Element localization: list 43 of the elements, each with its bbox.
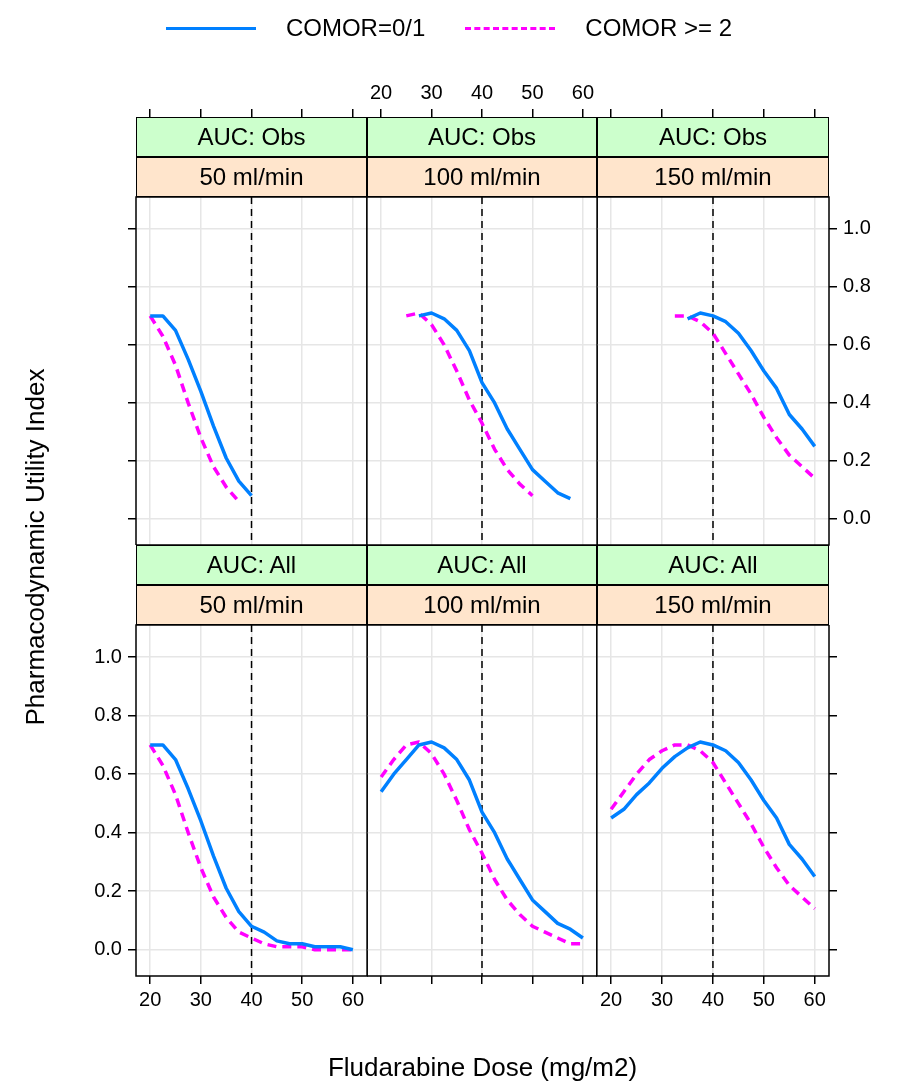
chart-title: AUC: Obs (367, 117, 597, 157)
x-tick-label: 50 (521, 80, 544, 103)
chart-subtitle: 100 ml/min (367, 157, 597, 197)
x-tick-label: 30 (650, 987, 674, 1010)
chart-title: AUC: Obs (136, 117, 367, 157)
x-tick-label: 40 (240, 987, 263, 1010)
y-axis-title: Pharmacodynamic Utility Index (20, 367, 51, 727)
x-tick-label: 30 (420, 80, 443, 103)
chart-title: AUC: All (597, 545, 829, 585)
chart-subtitle: 50 ml/min (136, 585, 367, 625)
x-tick-label: 60 (341, 987, 364, 1010)
x-tick-label: 40 (470, 80, 494, 103)
chart-subtitle: 150 ml/min (597, 585, 829, 625)
y-tick-label: 1.0 (843, 216, 871, 239)
chart-subtitle: 50 ml/min (136, 157, 367, 197)
x-tick-label: 60 (571, 80, 594, 103)
chart-title: AUC: All (136, 545, 367, 585)
x-tick-label: 30 (189, 987, 212, 1010)
x-tick-label: 20 (139, 987, 162, 1010)
x-tick-label: 50 (752, 987, 776, 1010)
y-tick-label: 0.2 (94, 878, 122, 901)
y-tick-label: 0.0 (843, 506, 871, 529)
y-tick-label: 0.8 (843, 274, 871, 297)
chart-subtitle: 100 ml/min (367, 585, 597, 625)
legend-label: COMOR >= 2 (585, 14, 733, 42)
x-tick-label: 60 (803, 987, 826, 1010)
chart-title: AUC: Obs (597, 117, 829, 157)
y-tick-label: 0.6 (94, 761, 122, 784)
y-tick-label: 0.2 (843, 448, 871, 471)
x-tick-label: 40 (701, 987, 725, 1010)
y-tick-label: 0.0 (94, 937, 122, 960)
y-tick-label: 0.4 (94, 820, 122, 843)
x-axis-title: Fludarabine Dose (mg/m2) (326, 1052, 639, 1083)
chart-subtitle: 150 ml/min (597, 157, 829, 197)
y-tick-label: 0.8 (94, 703, 122, 726)
x-tick-label: 20 (600, 987, 623, 1010)
y-tick-label: 0.4 (843, 390, 871, 413)
legend-label: COMOR=0/1 (285, 14, 426, 42)
x-tick-label: 50 (291, 987, 314, 1010)
x-tick-label: 20 (369, 80, 393, 103)
y-tick-label: 1.0 (94, 644, 122, 667)
y-tick-label: 0.6 (843, 332, 871, 355)
chart-title: AUC: All (367, 545, 597, 585)
